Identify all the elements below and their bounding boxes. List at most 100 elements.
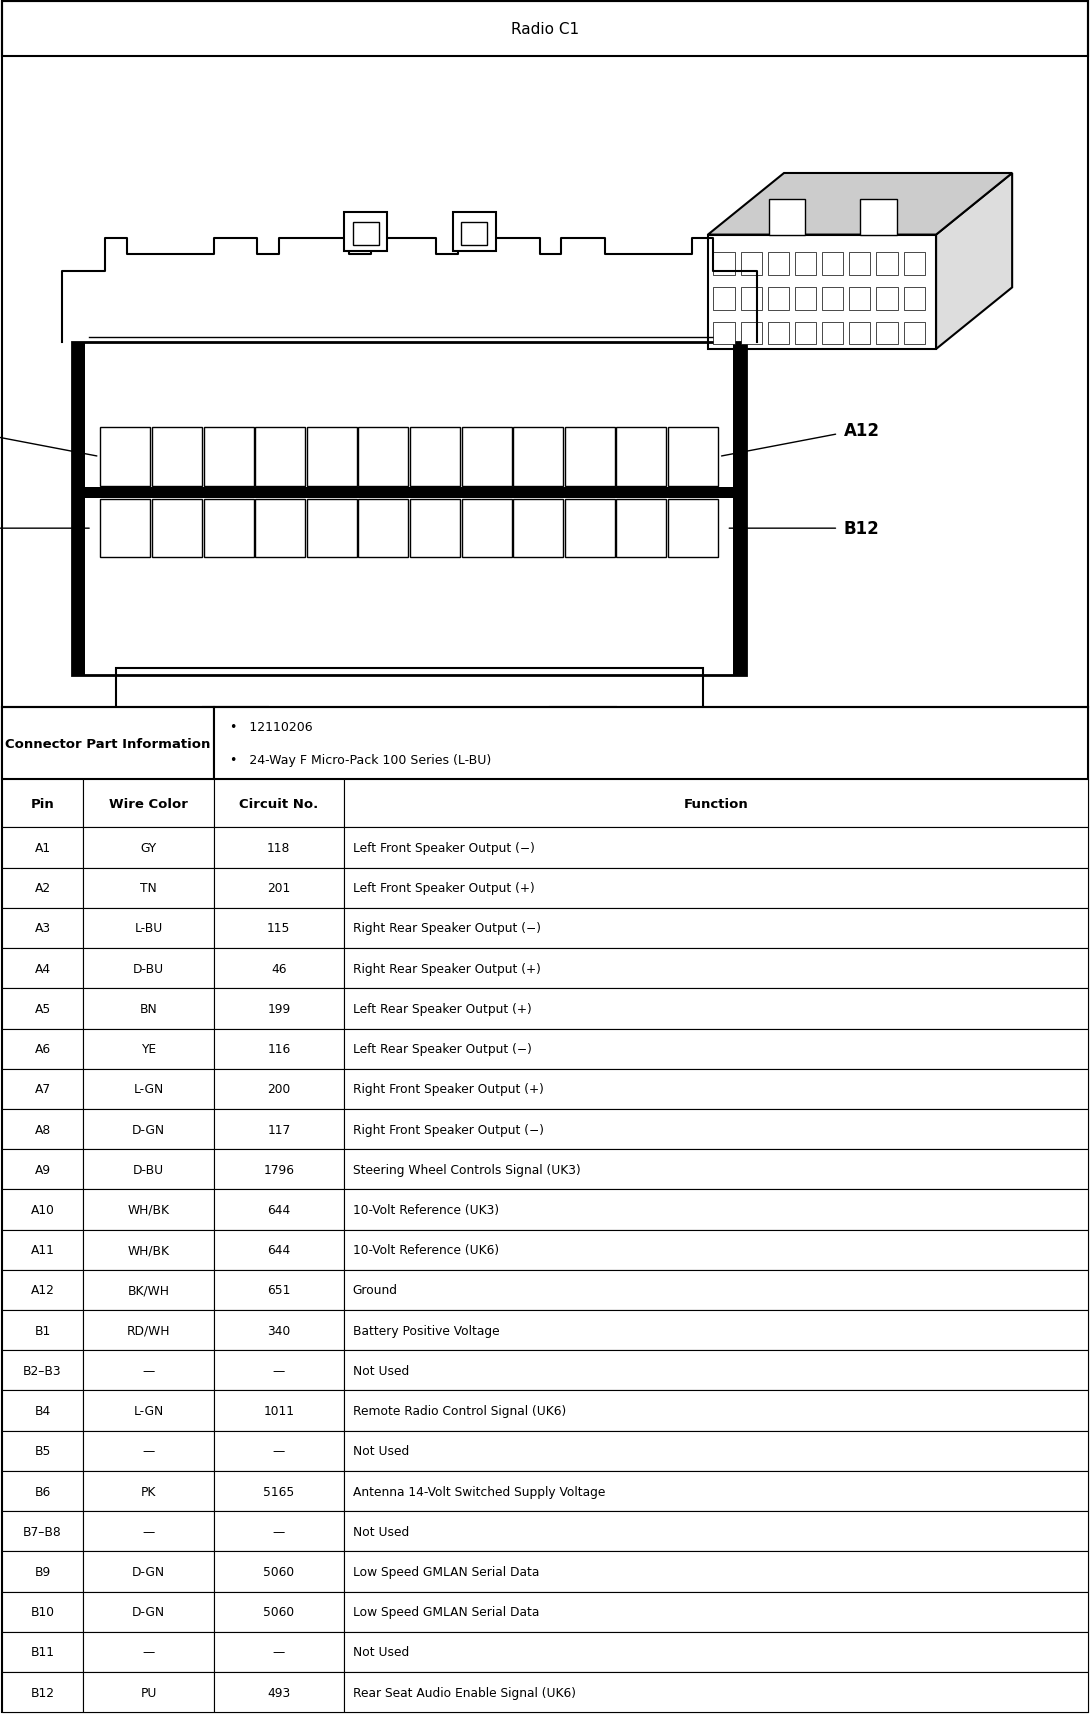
Text: B7–B8: B7–B8 <box>23 1525 62 1537</box>
Bar <box>344 948 1088 989</box>
Bar <box>344 1150 1088 1190</box>
Bar <box>83 1512 214 1551</box>
Bar <box>100 499 150 559</box>
Text: L-GN: L-GN <box>133 1083 164 1095</box>
Bar <box>513 499 564 559</box>
Bar <box>740 254 762 276</box>
Text: •   24-Way F Micro-Pack 100 Series (L-BU): • 24-Way F Micro-Pack 100 Series (L-BU) <box>230 752 492 766</box>
Text: A7: A7 <box>35 1083 50 1095</box>
Bar <box>306 428 356 487</box>
Text: TN: TN <box>141 881 157 895</box>
Bar <box>83 1431 214 1471</box>
Text: B11: B11 <box>31 1645 54 1659</box>
Bar <box>83 1309 214 1351</box>
Text: A8: A8 <box>35 1123 50 1136</box>
Bar <box>83 1028 214 1070</box>
Bar <box>767 288 789 310</box>
Bar <box>214 780 344 828</box>
Bar <box>72 343 85 675</box>
Bar <box>85 488 732 499</box>
Bar <box>713 322 735 345</box>
Text: 493: 493 <box>267 1685 290 1699</box>
Text: —: — <box>272 1364 284 1376</box>
Bar <box>904 322 924 345</box>
Text: Left Front Speaker Output (+): Left Front Speaker Output (+) <box>353 881 534 895</box>
Bar <box>204 499 254 559</box>
Text: Antenna 14-Volt Switched Supply Voltage: Antenna 14-Volt Switched Supply Voltage <box>353 1484 605 1498</box>
Bar <box>767 254 789 276</box>
Bar <box>214 867 344 908</box>
Bar <box>214 908 344 948</box>
Bar <box>2 1070 83 1109</box>
Bar <box>708 235 936 350</box>
Bar <box>849 322 871 345</box>
Bar <box>822 254 844 276</box>
Bar <box>214 1512 344 1551</box>
Text: B12: B12 <box>31 1685 54 1699</box>
Bar <box>214 708 1088 780</box>
Bar <box>2 1390 83 1431</box>
Text: B10: B10 <box>31 1606 54 1618</box>
Bar <box>214 1270 344 1309</box>
Bar <box>83 1471 214 1512</box>
Text: GY: GY <box>141 842 157 855</box>
Text: Wire Color: Wire Color <box>109 797 187 811</box>
Bar <box>795 288 816 310</box>
Bar <box>344 1512 1088 1551</box>
Bar <box>2 1551 83 1592</box>
Bar <box>2 989 83 1028</box>
Text: Low Speed GMLAN Serial Data: Low Speed GMLAN Serial Data <box>353 1606 540 1618</box>
Bar <box>849 288 871 310</box>
Text: Battery Positive Voltage: Battery Positive Voltage <box>353 1323 499 1337</box>
Bar <box>2 867 83 908</box>
Bar <box>822 288 844 310</box>
Text: 5060: 5060 <box>264 1565 294 1579</box>
Bar <box>462 499 511 559</box>
Text: —: — <box>143 1525 155 1537</box>
Bar <box>668 499 718 559</box>
Bar <box>359 428 409 487</box>
Text: Not Used: Not Used <box>353 1645 409 1659</box>
Bar <box>83 1632 214 1673</box>
Bar <box>876 288 897 310</box>
Bar <box>617 428 666 487</box>
Bar <box>344 1431 1088 1471</box>
Text: B12: B12 <box>844 519 880 538</box>
Bar <box>344 1070 1088 1109</box>
Text: A5: A5 <box>35 1003 50 1015</box>
Polygon shape <box>708 173 1013 235</box>
Bar <box>344 908 1088 948</box>
Text: Circuit No.: Circuit No. <box>239 797 318 811</box>
Text: 5165: 5165 <box>263 1484 294 1498</box>
Text: Remote Radio Control Signal (UK6): Remote Radio Control Signal (UK6) <box>353 1404 566 1417</box>
Bar <box>344 1632 1088 1673</box>
Bar <box>904 254 924 276</box>
Text: D-BU: D-BU <box>133 1164 164 1176</box>
Bar <box>795 322 816 345</box>
Bar <box>152 499 202 559</box>
Bar <box>214 1109 344 1150</box>
Text: BK/WH: BK/WH <box>128 1284 169 1297</box>
Text: Pin: Pin <box>31 797 54 811</box>
Bar <box>83 989 214 1028</box>
Bar <box>116 668 703 715</box>
Text: A10: A10 <box>31 1203 54 1217</box>
Bar <box>83 780 214 828</box>
Text: Not Used: Not Used <box>353 1445 409 1457</box>
Text: B5: B5 <box>35 1445 51 1457</box>
Bar <box>214 1632 344 1673</box>
Text: 199: 199 <box>267 1003 290 1015</box>
Bar <box>668 428 718 487</box>
Bar <box>713 288 735 310</box>
Bar <box>214 1309 344 1351</box>
Bar <box>255 499 305 559</box>
Bar <box>2 1309 83 1351</box>
Bar <box>2 1471 83 1512</box>
Text: 10-Volt Reference (UK3): 10-Volt Reference (UK3) <box>353 1203 499 1217</box>
Text: 10-Volt Reference (UK6): 10-Volt Reference (UK6) <box>353 1243 499 1256</box>
Bar <box>2 708 214 780</box>
Text: 644: 644 <box>267 1243 290 1256</box>
Bar <box>83 948 214 989</box>
Bar <box>713 254 735 276</box>
Bar <box>83 908 214 948</box>
